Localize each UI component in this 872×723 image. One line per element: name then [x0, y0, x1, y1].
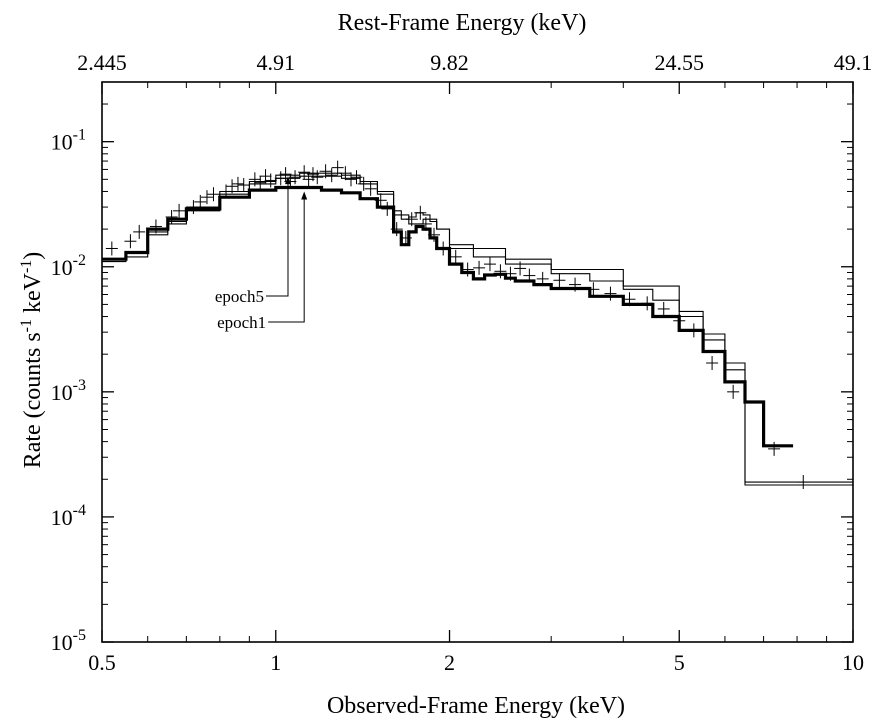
epoch1-leader [268, 195, 305, 323]
data-point [461, 262, 474, 277]
axis-ticks [101, 82, 854, 643]
data-point [331, 160, 344, 175]
data-point [319, 164, 332, 179]
data-point [390, 222, 403, 237]
epoch5-leader [265, 180, 289, 297]
data-point [133, 224, 146, 239]
y-tick-label: 10-1 [51, 127, 86, 155]
data-point [399, 230, 412, 245]
data-point [437, 241, 450, 256]
data-point [657, 301, 670, 316]
data-point [428, 227, 441, 242]
x2-tick-label: 2.445 [77, 50, 127, 75]
data-point [289, 170, 302, 185]
data-point [165, 209, 178, 224]
data-point [350, 170, 363, 185]
data-point [727, 384, 740, 399]
data-point [105, 241, 118, 256]
epoch1-arrowhead [301, 191, 308, 200]
data-point [264, 173, 277, 188]
data-point [339, 166, 352, 181]
data-point [604, 286, 617, 301]
data-point [587, 282, 600, 297]
x2-tick-label: 49.1 [834, 50, 872, 75]
data-point [514, 261, 527, 276]
y-axis-title: Rate (counts s-1 keV-1) [18, 252, 46, 469]
data-point [483, 257, 496, 272]
data-point [200, 190, 213, 205]
series-epoch5 [102, 172, 853, 483]
data-point [523, 268, 536, 283]
data-point [226, 179, 239, 194]
data-point [207, 187, 220, 202]
data-point [344, 172, 357, 187]
epoch5-label: epoch5 [215, 287, 264, 306]
data-point [149, 219, 162, 234]
data-point [419, 216, 432, 231]
x-tick-label: 1 [270, 650, 281, 675]
plot-frame [101, 81, 854, 643]
x-tick-label: 5 [674, 650, 685, 675]
x2-tick-label: 24.55 [654, 50, 704, 75]
data-point [381, 201, 394, 216]
top-axis-title: Rest-Frame Energy (keV) [338, 10, 587, 36]
data-point [124, 234, 137, 249]
data-point [414, 205, 427, 220]
data-point [797, 475, 810, 490]
annotations: epoch5 epoch1 [215, 176, 308, 332]
data-point [194, 194, 207, 209]
data-point [569, 277, 582, 292]
x-axis-title: Observed-Frame Energy (keV) [327, 693, 625, 719]
data-point [279, 167, 292, 182]
series-epoch1 [102, 185, 794, 448]
data-point [405, 212, 418, 227]
x2-tick-label: 9.82 [430, 50, 469, 75]
data-point [687, 323, 700, 338]
data-point [494, 264, 507, 279]
data-point [536, 271, 549, 286]
y-tick-label: 10-5 [51, 627, 86, 655]
data-point [553, 273, 566, 288]
x-tick-label: 10 [842, 650, 864, 675]
data-point [298, 165, 311, 180]
tick-labels: 0.5 1 2 5 10 2.445 4.91 9.82 24.55 49.1 10-1 10-2 10… [51, 50, 872, 675]
data-point [357, 176, 370, 191]
x2-tick-label: 4.91 [257, 50, 296, 75]
data-point [311, 170, 324, 185]
data-point [254, 175, 267, 190]
x-tick-label: 0.5 [88, 650, 116, 675]
data-point [274, 171, 287, 186]
data-point [374, 193, 387, 208]
series-model [102, 175, 853, 486]
data-point [231, 176, 244, 191]
epoch1-label: epoch1 [217, 313, 266, 332]
plot-area [101, 81, 854, 643]
data-point [673, 313, 686, 328]
data-point [248, 172, 261, 187]
y-tick-label: 10-4 [51, 502, 86, 530]
epoch5-arrowhead [284, 176, 291, 185]
data-point [187, 200, 200, 215]
data-point [364, 181, 377, 196]
data-point [504, 266, 517, 281]
data-point [325, 168, 338, 183]
data-point [237, 178, 250, 193]
data-point [449, 249, 462, 264]
data-point [473, 260, 486, 275]
data-point [173, 203, 186, 218]
y-tick-label: 10-3 [51, 377, 86, 405]
y-tick-label: 10-2 [51, 252, 86, 280]
x-tick-label: 2 [444, 650, 455, 675]
data-point [623, 292, 636, 307]
data-point [706, 356, 719, 371]
data-point [641, 296, 654, 311]
data-point [220, 184, 233, 199]
data-point [768, 441, 781, 456]
